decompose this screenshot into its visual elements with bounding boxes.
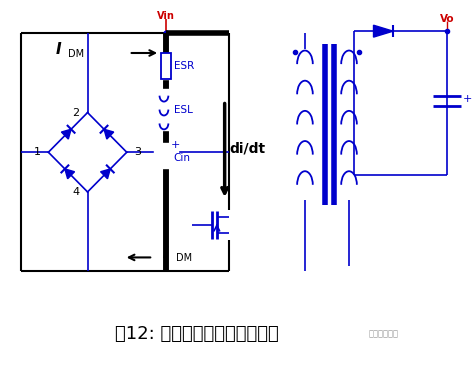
Text: Cin: Cin xyxy=(174,153,191,163)
Text: I: I xyxy=(163,246,169,261)
Bar xyxy=(161,53,171,79)
Text: ESR: ESR xyxy=(174,61,194,71)
Text: Vo: Vo xyxy=(440,14,454,24)
Text: 4: 4 xyxy=(73,187,80,197)
Bar xyxy=(159,53,173,79)
Text: +: + xyxy=(171,140,180,150)
Text: 2: 2 xyxy=(73,108,80,117)
Polygon shape xyxy=(65,169,74,179)
Text: +: + xyxy=(463,94,472,103)
Text: 1: 1 xyxy=(34,147,41,157)
Polygon shape xyxy=(100,169,110,179)
Bar xyxy=(154,143,178,168)
Text: 电子通路专道: 电子通路专道 xyxy=(368,330,398,339)
Polygon shape xyxy=(62,129,71,139)
Bar xyxy=(158,89,174,130)
Text: I: I xyxy=(55,41,61,57)
Text: 3: 3 xyxy=(135,147,142,157)
Polygon shape xyxy=(374,25,393,37)
Text: DM: DM xyxy=(68,49,84,59)
Text: Vin: Vin xyxy=(157,11,175,21)
Text: di/dt: di/dt xyxy=(229,141,266,155)
Polygon shape xyxy=(104,129,114,139)
Text: 图12: 开关电流形成的差模电流: 图12: 开关电流形成的差模电流 xyxy=(115,325,279,343)
Text: ESL: ESL xyxy=(174,105,192,115)
Text: DM: DM xyxy=(176,254,192,264)
